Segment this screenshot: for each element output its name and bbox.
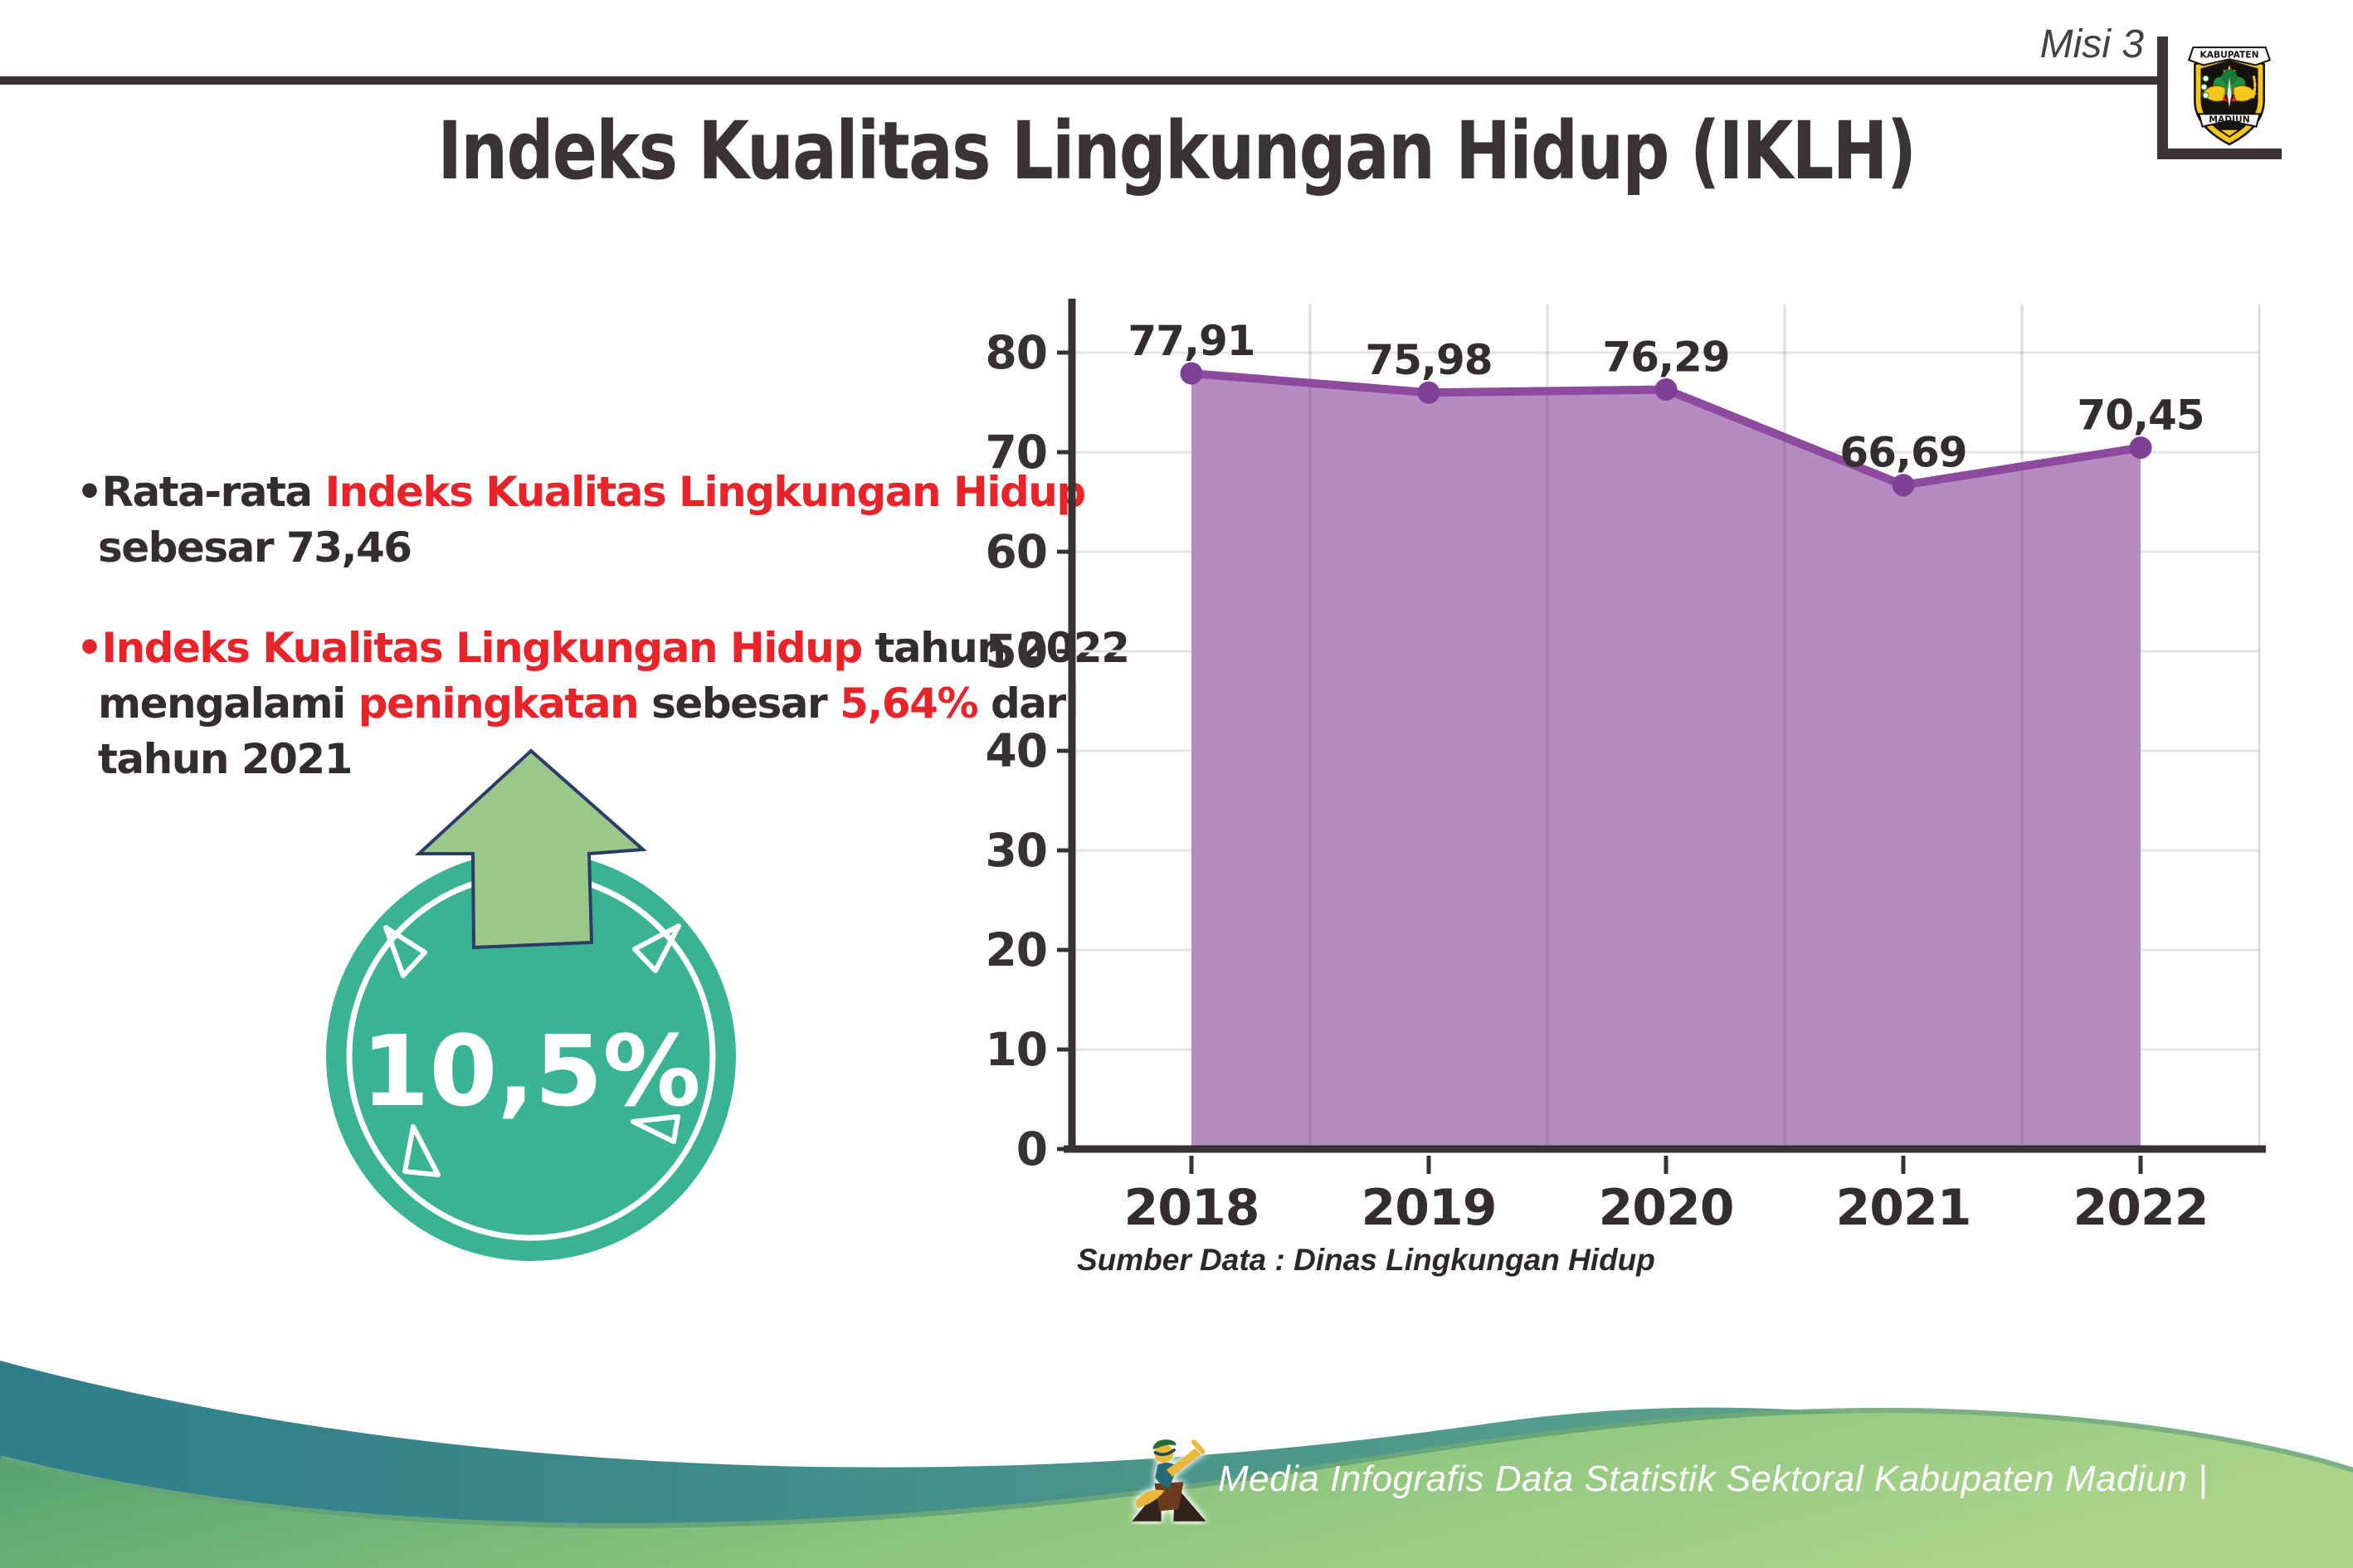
logo-red-pennant-left xyxy=(2222,94,2228,103)
kabupaten-madiun-logo: KABUPATEN MADIUN xyxy=(2187,46,2272,146)
insight-text-dark: sebesar xyxy=(638,679,840,728)
chart-point-label: 76,29 xyxy=(1602,334,1729,382)
insight-list: •Rata-rata Indeks Kualitas Lingkungan Hi… xyxy=(76,465,1130,787)
insight-text-dark: Rata-rata xyxy=(101,468,325,516)
chart-data-point xyxy=(1654,378,1678,402)
chart-data-point xyxy=(1417,381,1440,404)
mascot-arm-raised xyxy=(1166,1448,1201,1477)
chart-data-point xyxy=(1180,362,1203,385)
chart-x-tick-label: 2022 xyxy=(2073,1179,2209,1237)
chart-x-tick-label: 2018 xyxy=(1124,1179,1259,1237)
badge-accent-triangle-br xyxy=(631,1114,680,1144)
bullet-dot: • xyxy=(76,624,103,672)
logo-banner-bottom-label: MADIUN xyxy=(2209,114,2249,125)
logo-base-ornament xyxy=(2220,129,2239,136)
footer-credit: Media Infografis Data Statistik Sektoral… xyxy=(1218,1458,2208,1499)
mascot-sash-lower xyxy=(1135,1489,1165,1509)
chart-area xyxy=(1191,373,2141,1149)
chart-data-point xyxy=(1892,474,1915,497)
increase-badge: 10,5% xyxy=(326,748,736,1261)
bullet-dot: • xyxy=(76,468,103,516)
logo-frame-horizontal xyxy=(2157,149,2282,159)
up-arrow-icon xyxy=(414,748,647,950)
footer-wave-graphic xyxy=(0,1361,2353,1568)
insight-text-red: 5,64% xyxy=(840,679,978,728)
chart-x-tick-label: 2020 xyxy=(1599,1179,1734,1237)
insight-line: sebesar 73,46 xyxy=(98,523,412,572)
chart-y-tick-label: 20 xyxy=(985,923,1047,976)
logo-cotton-2 xyxy=(2200,83,2208,90)
mascot-sarong xyxy=(1154,1482,1184,1512)
badge-value: 10,5% xyxy=(361,1014,700,1128)
insight-text-dark: dari xyxy=(977,679,1079,728)
insight-text-red: Indeks Kualitas Lingkungan Hidup xyxy=(101,624,863,672)
chart-y-tick-label: 50 xyxy=(985,625,1047,678)
insight-bullet-increase: •Indeks Kualitas Lingkungan Hidup tahun … xyxy=(76,621,1130,787)
chart-y-tick-label: 10 xyxy=(985,1023,1047,1076)
chart-source: Sumber Data : Dinas Lingkungan Hidup xyxy=(1077,1243,1655,1277)
mascot-hair-leaf xyxy=(1152,1439,1176,1449)
chart-y-tick-label: 0 xyxy=(1016,1122,1047,1176)
logo-tree-crown-top xyxy=(2221,69,2238,85)
insight-text-dark: tahun 2022 xyxy=(861,624,1130,672)
chart-data-point xyxy=(2129,436,2152,460)
logo-cotton-3 xyxy=(2202,92,2209,100)
chart-y-tick-label: 70 xyxy=(985,426,1047,479)
insight-text-red: Indeks Kualitas Lingkungan Hidup xyxy=(324,468,1087,516)
mascot-hand-flick xyxy=(1191,1439,1206,1454)
logo-wheat xyxy=(2251,75,2257,99)
chart-y-tick-label: 80 xyxy=(985,326,1047,379)
logo-red-pennant-right xyxy=(2231,94,2237,103)
insight-text-red: peningkatan xyxy=(358,679,640,728)
logo-wing-right xyxy=(2233,85,2258,102)
chart-point-label: 77,91 xyxy=(1128,317,1254,365)
chart-point-label: 70,45 xyxy=(2077,392,2204,440)
chart-y-tick-label: 60 xyxy=(985,525,1047,578)
mascot-leg-right xyxy=(1173,1485,1206,1522)
chart-x-tick-label: 2019 xyxy=(1362,1179,1497,1237)
chart-x-tick-label: 2021 xyxy=(1836,1179,1971,1237)
green-wave xyxy=(0,1412,2353,1568)
insight-line: •Rata-rata Indeks Kualitas Lingkungan Hi… xyxy=(76,465,1129,520)
logo-frame-vertical xyxy=(2157,37,2168,159)
header-divider-line xyxy=(0,76,2164,85)
logo-banner-bottom xyxy=(2198,113,2261,128)
insight-text-dark: mengalami xyxy=(98,679,358,728)
badge-accent-triangle-tl xyxy=(383,925,427,978)
iklh-area-chart: 77,91 75,98 76,29 66,69 70,45 0 10 20 30 40 50 60 70… xyxy=(985,299,2266,1237)
insight-line: mengalami peningkatan sebesar 5,64% dari xyxy=(76,676,1129,732)
mascot-dancer-icon xyxy=(1132,1439,1206,1522)
logo-banner-top xyxy=(2187,46,2272,66)
insight-line: •Indeks Kualitas Lingkungan Hidup tahun … xyxy=(76,621,1130,676)
insight-line: tahun 2021 xyxy=(98,735,353,783)
chart-y-tick-label: 40 xyxy=(985,724,1047,777)
mascot-headband xyxy=(1153,1448,1176,1457)
mission-label: Misi 3 xyxy=(2039,22,2144,66)
insight-bullet-average: •Rata-rata Indeks Kualitas Lingkungan Hi… xyxy=(76,465,1129,576)
chart-point-label: 75,98 xyxy=(1365,336,1492,384)
logo-kris-dagger xyxy=(2227,76,2232,108)
logo-cotton-1 xyxy=(2202,75,2209,82)
page-title: Indeks Kualitas Lingkungan Hidup (IKLH) xyxy=(437,105,1917,197)
badge-accent-triangle-bl xyxy=(402,1124,441,1177)
chart-y-tick-label: 30 xyxy=(985,824,1047,877)
chart-point-label: 66,69 xyxy=(1839,429,1966,477)
badge-accent-triangle-tr xyxy=(632,923,681,973)
logo-banner-top-label: KABUPATEN xyxy=(2200,49,2259,60)
